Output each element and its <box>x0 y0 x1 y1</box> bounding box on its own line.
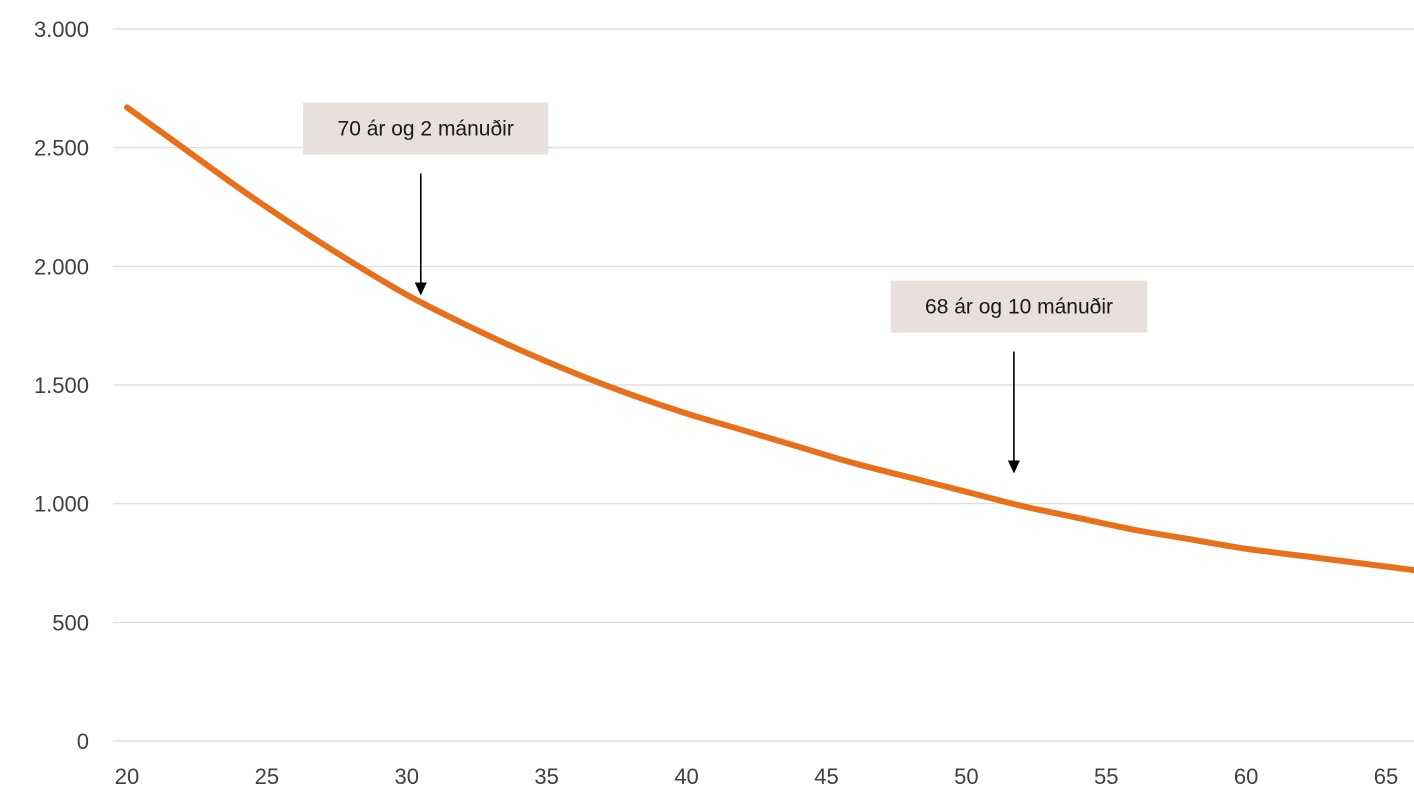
annotation: 70 ár og 2 mánuðir <box>303 102 549 296</box>
annotation-box <box>303 102 549 155</box>
y-tick-label: 2.000 <box>34 254 89 279</box>
x-tick-label: 60 <box>1234 764 1258 789</box>
y-tick-label: 1.000 <box>34 492 89 517</box>
x-tick-label: 25 <box>255 764 279 789</box>
series-group <box>124 104 1414 574</box>
annotation: 68 ár og 10 mánuðir <box>890 280 1148 474</box>
x-axis-tick-labels: 20 25 30 35 40 45 50 55 60 65 <box>115 764 1399 789</box>
y-tick-label: 0 <box>77 729 89 754</box>
x-tick-label: 30 <box>395 764 419 789</box>
y-tick-label: 3.000 <box>34 17 89 42</box>
y-tick-label: 1.500 <box>34 373 89 398</box>
x-tick-label: 35 <box>534 764 558 789</box>
y-tick-label: 500 <box>52 610 89 635</box>
y-axis-tick-labels: 0 500 1.000 1.500 2.000 2.500 3.000 <box>34 17 89 754</box>
x-tick-label: 65 <box>1374 764 1398 789</box>
series-line <box>124 104 1414 574</box>
annotations: 70 ár og 2 mánuðir 68 ár og 10 mánuðir <box>303 102 1148 474</box>
annotation-label: 68 ár og 10 mánuðir <box>925 296 1113 319</box>
annotation-arrowhead <box>1007 460 1020 474</box>
x-tick-label: 40 <box>674 764 698 789</box>
y-tick-label: 2.500 <box>34 136 89 161</box>
annotation-arrowhead <box>414 282 427 296</box>
annotation-box <box>890 280 1148 333</box>
x-tick-label: 55 <box>1094 764 1118 789</box>
x-tick-label: 50 <box>954 764 978 789</box>
x-tick-label: 20 <box>115 764 139 789</box>
annotation-label: 70 ár og 2 mánuðir <box>338 118 514 141</box>
x-tick-label: 45 <box>814 764 838 789</box>
